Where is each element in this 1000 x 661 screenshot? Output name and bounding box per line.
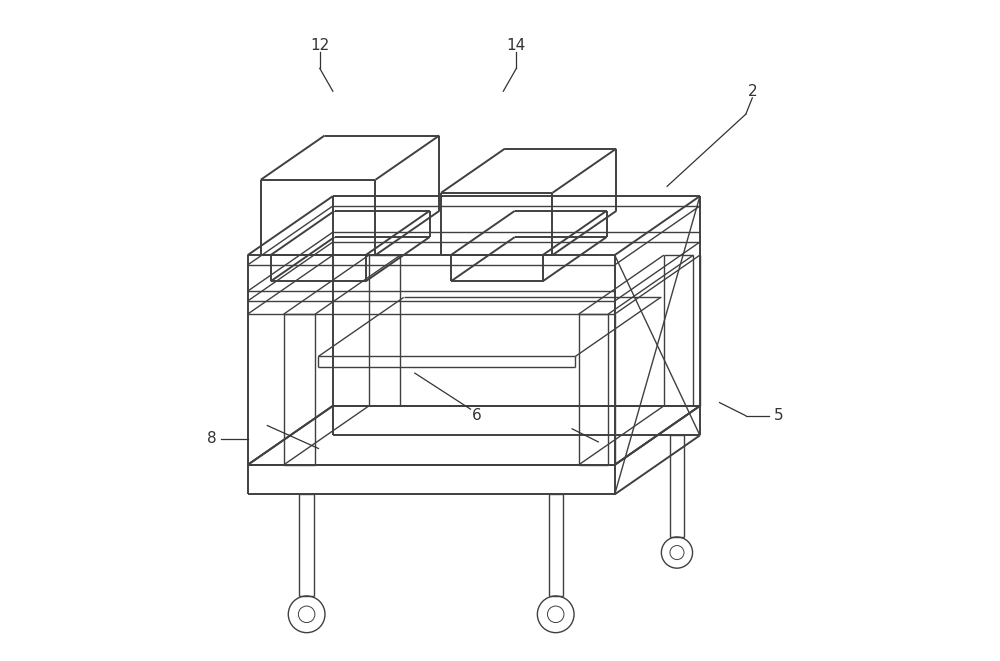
Text: 5: 5 — [774, 408, 783, 423]
Text: 12: 12 — [310, 38, 329, 53]
Text: 6: 6 — [472, 408, 482, 423]
Text: 8: 8 — [207, 431, 216, 446]
Text: 2: 2 — [748, 84, 757, 98]
Text: 14: 14 — [507, 38, 526, 53]
